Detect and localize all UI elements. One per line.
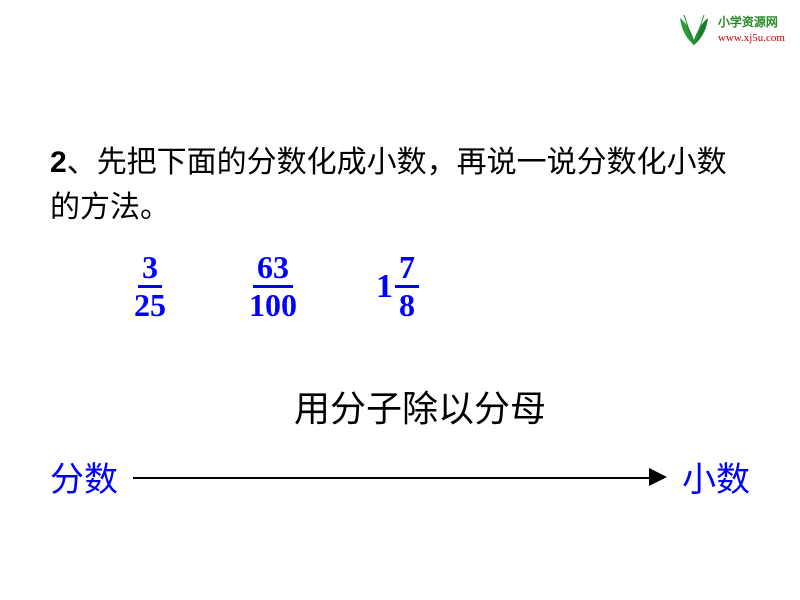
fraction-1-numerator: 3 xyxy=(138,250,162,288)
mixed-numerator: 7 xyxy=(395,250,419,288)
mixed-fraction: 1 7 8 xyxy=(376,250,419,323)
question-body: 先把下面的分数化成小数，再说一说分数化小数的方法。 xyxy=(50,146,727,224)
logo: 小学资源网 www.xj5u.com xyxy=(674,10,785,50)
mixed-fraction-part: 7 8 xyxy=(395,250,419,323)
question-separator: 、 xyxy=(67,146,97,179)
method-label: 用分子除以分母 xyxy=(90,380,750,432)
arrow xyxy=(133,467,667,487)
right-label: 小数 xyxy=(682,452,750,501)
logo-text: 小学资源网 www.xj5u.com xyxy=(718,15,785,45)
left-label: 分数 xyxy=(50,452,118,501)
fraction-1: 3 25 xyxy=(130,250,170,323)
logo-title: 小学资源网 xyxy=(718,15,785,31)
fraction-2-numerator: 63 xyxy=(253,250,293,288)
arrow-head-icon xyxy=(649,468,667,486)
mixed-denominator: 8 xyxy=(395,288,419,323)
question-text: 2、先把下面的分数化成小数，再说一说分数化小数的方法。 xyxy=(50,140,750,230)
fractions-row: 3 25 63 100 1 7 8 xyxy=(130,250,419,323)
leaf-icon xyxy=(674,10,714,50)
question-number: 2 xyxy=(50,146,67,179)
mixed-whole: 1 xyxy=(376,268,393,306)
fraction-1-denominator: 25 xyxy=(130,288,170,323)
method-diagram: 用分子除以分母 分数 小数 xyxy=(50,380,750,501)
fraction-2: 63 100 xyxy=(245,250,301,323)
diagram-arrow-row: 分数 小数 xyxy=(50,452,750,501)
logo-url: www.xj5u.com xyxy=(718,31,785,45)
arrow-line xyxy=(133,477,652,479)
fraction-2-denominator: 100 xyxy=(245,288,301,323)
